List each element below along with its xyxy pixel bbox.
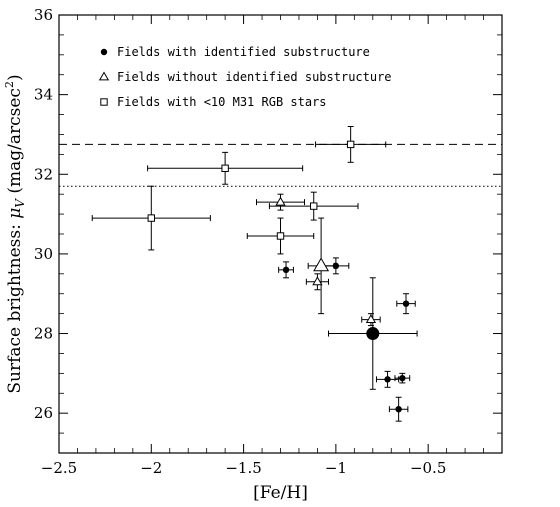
data-point — [305, 273, 329, 291]
x-tick-label: −2.5 — [41, 459, 77, 477]
y-axis-title-unit-close: ) — [5, 74, 25, 81]
data-point — [256, 193, 305, 211]
y-axis-title: Surface brightness: μV (mag/arcsec2) — [3, 74, 27, 393]
axis-ticks: −2.5 −2 −1.5 −1 −0.5 26 28 30 32 34 36 — [34, 6, 503, 477]
data-point — [278, 261, 294, 279]
legend-item: Fields without identified substructure — [98, 70, 392, 84]
open-square-marker — [100, 98, 108, 106]
open-triangle-marker — [275, 196, 286, 206]
y-axis-title-sub: V — [13, 198, 27, 208]
legend: Fields with identified substructure Field… — [98, 45, 392, 109]
legend-label: Fields without identified substructure — [117, 70, 392, 84]
reference-lines — [59, 143, 502, 187]
legend-item: Fields with identified substructure — [100, 45, 370, 59]
data-point — [388, 396, 409, 422]
data-point — [361, 313, 381, 327]
filled-circle-marker — [402, 300, 410, 307]
filled-circle-marker — [384, 376, 391, 383]
y-axis-title-mu: μ — [5, 208, 25, 219]
open-triangle-marker — [98, 71, 110, 81]
data-point — [396, 293, 416, 315]
data-points — [91, 125, 418, 422]
data-point — [307, 217, 335, 315]
data-point — [315, 125, 387, 163]
filled-circle-marker — [100, 48, 108, 56]
filled-circle-marker — [282, 266, 290, 274]
y-axis-title-unit-sup: 2 — [3, 81, 16, 88]
x-tick-label: −1 — [325, 459, 347, 477]
data-point — [327, 277, 418, 390]
open-triangle-marker — [365, 314, 377, 324]
open-triangle-marker — [312, 276, 323, 286]
y-tick-label: 32 — [34, 165, 53, 183]
y-axis-title-unit: (mag/arcsec — [5, 88, 25, 199]
x-tick-label: −0.5 — [410, 459, 446, 477]
open-square-marker — [310, 202, 318, 210]
x-axis-title: [Fe/H] — [253, 483, 308, 503]
open-square-marker — [346, 140, 355, 149]
open-square-marker — [276, 232, 285, 240]
x-tick-label: −2 — [140, 459, 162, 477]
open-triangle-marker — [313, 257, 330, 272]
filled-circle-marker — [399, 374, 406, 382]
legend-label: Fields with <10 M31 RGB stars — [117, 95, 327, 109]
y-tick-label: 36 — [34, 6, 53, 24]
y-axis-title-main: Surface brightness: — [5, 219, 25, 394]
open-square-marker — [147, 214, 155, 222]
data-point — [268, 191, 359, 221]
y-tick-label: 28 — [34, 325, 53, 343]
y-tick-label: 26 — [34, 404, 53, 422]
filled-circle-marker — [395, 406, 402, 413]
legend-item: Fields with <10 M31 RGB stars — [100, 95, 327, 109]
data-point — [394, 372, 411, 384]
legend-label: Fields with identified substructure — [117, 45, 370, 59]
x-tick-label: −1.5 — [225, 459, 261, 477]
y-tick-label: 34 — [34, 86, 53, 104]
open-square-marker — [221, 164, 229, 173]
y-tick-label: 30 — [34, 245, 53, 263]
data-point — [246, 217, 315, 255]
data-point — [91, 185, 211, 251]
filled-circle-marker — [366, 327, 380, 341]
data-point — [147, 151, 304, 185]
